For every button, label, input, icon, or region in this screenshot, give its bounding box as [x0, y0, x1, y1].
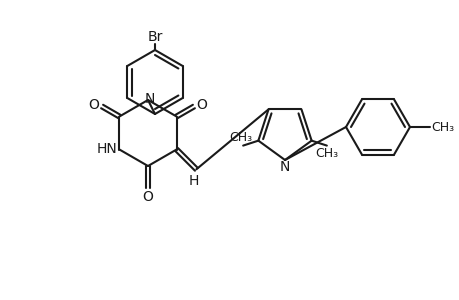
Text: HN: HN [97, 142, 118, 155]
Text: CH₃: CH₃ [431, 121, 453, 134]
Text: Br: Br [147, 30, 162, 44]
Text: H: H [188, 174, 198, 188]
Text: O: O [196, 98, 207, 112]
Text: O: O [89, 98, 99, 112]
Text: O: O [142, 190, 153, 204]
Text: N: N [145, 92, 155, 106]
Text: CH₃: CH₃ [314, 147, 338, 160]
Text: N: N [279, 160, 290, 174]
Text: CH₃: CH₃ [229, 131, 252, 144]
